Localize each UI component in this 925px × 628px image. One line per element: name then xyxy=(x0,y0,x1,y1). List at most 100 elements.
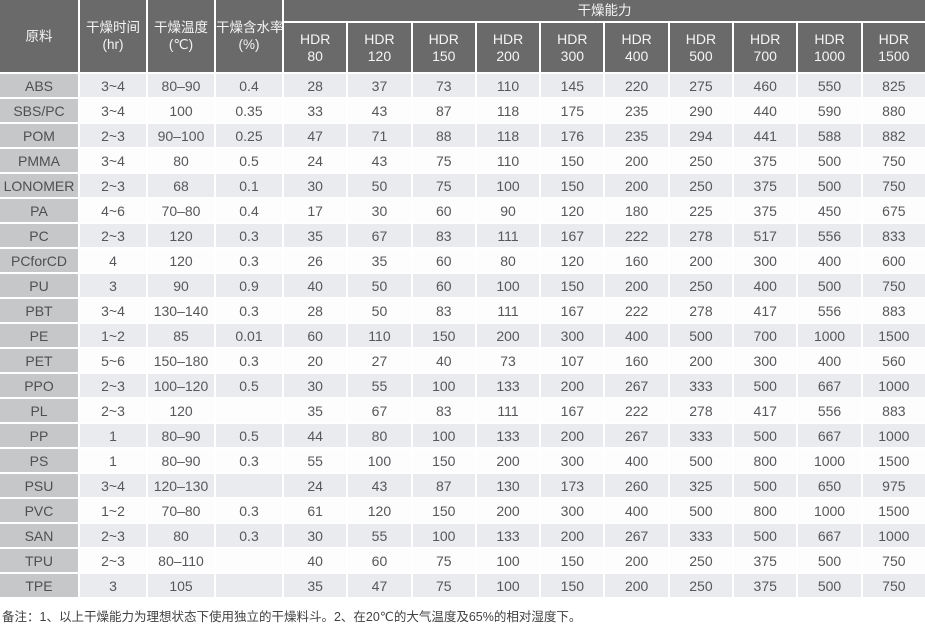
time-cell: 3~4 xyxy=(80,149,146,172)
capacity-cell: 235 xyxy=(605,124,668,147)
capacity-cell: 40 xyxy=(284,549,347,572)
capacity-cell: 80 xyxy=(348,424,411,447)
temp-cell: 150–180 xyxy=(148,349,214,372)
table-header: 原料 干燥时间 (hr) 干燥温度 (℃) 干燥含水率 (%) 干燥能力 HDR… xyxy=(0,0,925,72)
time-cell: 2~3 xyxy=(80,399,146,422)
material-cell: PU xyxy=(0,274,78,297)
capacity-cell: 460 xyxy=(734,74,797,97)
column-header-hdr-500: HDR 500 xyxy=(669,23,733,72)
capacity-cell: 417 xyxy=(734,399,797,422)
temp-cell: 80–90 xyxy=(148,424,214,447)
moisture-cell: 0.4 xyxy=(216,74,282,97)
capacity-cell: 333 xyxy=(669,374,733,397)
capacity-cell: 150 xyxy=(541,149,604,172)
column-header-hdr-80: HDR 80 xyxy=(284,23,347,72)
capacity-cell: 440 xyxy=(734,99,797,122)
capacity-cell: 222 xyxy=(605,224,668,247)
table-row-pc: PC 2~3 120 0.3 35 67 83 111 167 222 278 517 556 833 xyxy=(0,224,925,247)
column-header-hdr-150: HDR 150 xyxy=(412,23,475,72)
time-cell: 2~3 xyxy=(80,224,146,247)
capacity-cell: 600 xyxy=(862,249,925,272)
capacity-cell: 180 xyxy=(605,199,668,222)
capacity-cell: 650 xyxy=(798,474,861,497)
capacity-cell: 200 xyxy=(669,349,733,372)
table-footnote: 备注：1、以上干燥能力为理想状态下使用独立的干燥料斗。2、在20℃的大气温度及6… xyxy=(2,610,582,624)
capacity-cell: 1500 xyxy=(862,499,925,522)
capacity-cell: 825 xyxy=(862,74,925,97)
capacity-cell: 37 xyxy=(348,74,411,97)
capacity-cell: 173 xyxy=(541,474,604,497)
moisture-cell: 0.3 xyxy=(216,224,282,247)
capacity-cell: 40 xyxy=(412,349,475,372)
capacity-cell: 47 xyxy=(348,574,411,597)
capacity-cell: 200 xyxy=(476,324,540,347)
capacity-cell: 441 xyxy=(734,124,797,147)
material-cell: PMMA xyxy=(0,149,78,172)
capacity-cell: 150 xyxy=(412,324,475,347)
table-row-pa: PA 4~6 70–80 0.4 17 30 60 90 120 180 225 375 450 675 xyxy=(0,199,925,222)
capacity-cell: 50 xyxy=(348,174,411,197)
time-cell: 2~3 xyxy=(80,174,146,197)
material-cell: SBS/PC xyxy=(0,99,78,122)
capacity-cell: 290 xyxy=(669,99,733,122)
temp-cell: 100–120 xyxy=(148,374,214,397)
capacity-cell: 145 xyxy=(541,74,604,97)
column-header-hdr-1500: HDR 1500 xyxy=(862,23,925,72)
temp-cell: 120 xyxy=(148,399,214,422)
material-cell: PSU xyxy=(0,474,78,497)
capacity-cell: 975 xyxy=(862,474,925,497)
capacity-cell: 87 xyxy=(412,99,475,122)
capacity-cell: 150 xyxy=(541,574,604,597)
capacity-cell: 500 xyxy=(734,374,797,397)
capacity-cell: 800 xyxy=(734,449,797,472)
capacity-cell: 560 xyxy=(862,349,925,372)
capacity-cell: 400 xyxy=(798,249,861,272)
capacity-cell: 80 xyxy=(476,249,540,272)
capacity-cell: 333 xyxy=(669,524,733,547)
temp-cell: 105 xyxy=(148,574,214,597)
capacity-cell: 60 xyxy=(284,324,347,347)
capacity-cell: 27 xyxy=(348,349,411,372)
material-cell: TPE xyxy=(0,574,78,597)
capacity-cell: 750 xyxy=(862,274,925,297)
capacity-cell: 556 xyxy=(798,299,861,322)
moisture-cell: 0.3 xyxy=(216,349,282,372)
capacity-cell: 24 xyxy=(284,149,347,172)
capacity-cell: 250 xyxy=(669,274,733,297)
table-body: ABS 3~4 80–90 0.4 28 37 73 110 145 220 275 460 550 82… xyxy=(0,74,925,597)
capacity-cell: 100 xyxy=(412,374,475,397)
capacity-cell: 222 xyxy=(605,399,668,422)
moisture-cell: 0.1 xyxy=(216,174,282,197)
capacity-cell: 1000 xyxy=(862,374,925,397)
capacity-cell: 28 xyxy=(284,299,347,322)
table-row-pl: PL 2~3 120 35 67 83 111 167 222 278 417 556 883 xyxy=(0,399,925,422)
capacity-cell: 20 xyxy=(284,349,347,372)
capacity-cell: 30 xyxy=(284,524,347,547)
capacity-cell: 200 xyxy=(541,374,604,397)
capacity-cell: 43 xyxy=(348,474,411,497)
capacity-cell: 294 xyxy=(669,124,733,147)
column-header-moisture-label: 干燥含水率 xyxy=(216,20,282,35)
capacity-cell: 200 xyxy=(541,524,604,547)
table-row-pmma: PMMA 3~4 80 0.5 24 43 75 110 150 200 250 375 500 750 xyxy=(0,149,925,172)
material-cell: PVC xyxy=(0,499,78,522)
table-row-pp: PP 1 80–90 0.5 44 80 100 133 200 267 333 500 667 1000 xyxy=(0,424,925,447)
temp-cell: 80–90 xyxy=(148,449,214,472)
capacity-cell: 43 xyxy=(348,149,411,172)
temp-cell: 90 xyxy=(148,274,214,297)
capacity-cell: 28 xyxy=(284,74,347,97)
time-cell: 4~6 xyxy=(80,199,146,222)
time-cell: 1~2 xyxy=(80,499,146,522)
capacity-cell: 176 xyxy=(541,124,604,147)
material-cell: PL xyxy=(0,399,78,422)
capacity-cell: 160 xyxy=(605,349,668,372)
capacity-cell: 71 xyxy=(348,124,411,147)
table-row-lonomer: LONOMER 2~3 68 0.1 30 50 75 100 150 200 250 375 500 7… xyxy=(0,174,925,197)
capacity-cell: 1000 xyxy=(862,524,925,547)
capacity-cell: 1000 xyxy=(862,424,925,447)
capacity-cell: 883 xyxy=(862,299,925,322)
capacity-cell: 667 xyxy=(798,374,861,397)
table-row-pbt: PBT 3~4 130–140 0.3 28 50 83 111 167 222 278 417 556… xyxy=(0,299,925,322)
moisture-cell: 0.3 xyxy=(216,449,282,472)
column-header-temp-label: 干燥温度 xyxy=(154,20,208,35)
